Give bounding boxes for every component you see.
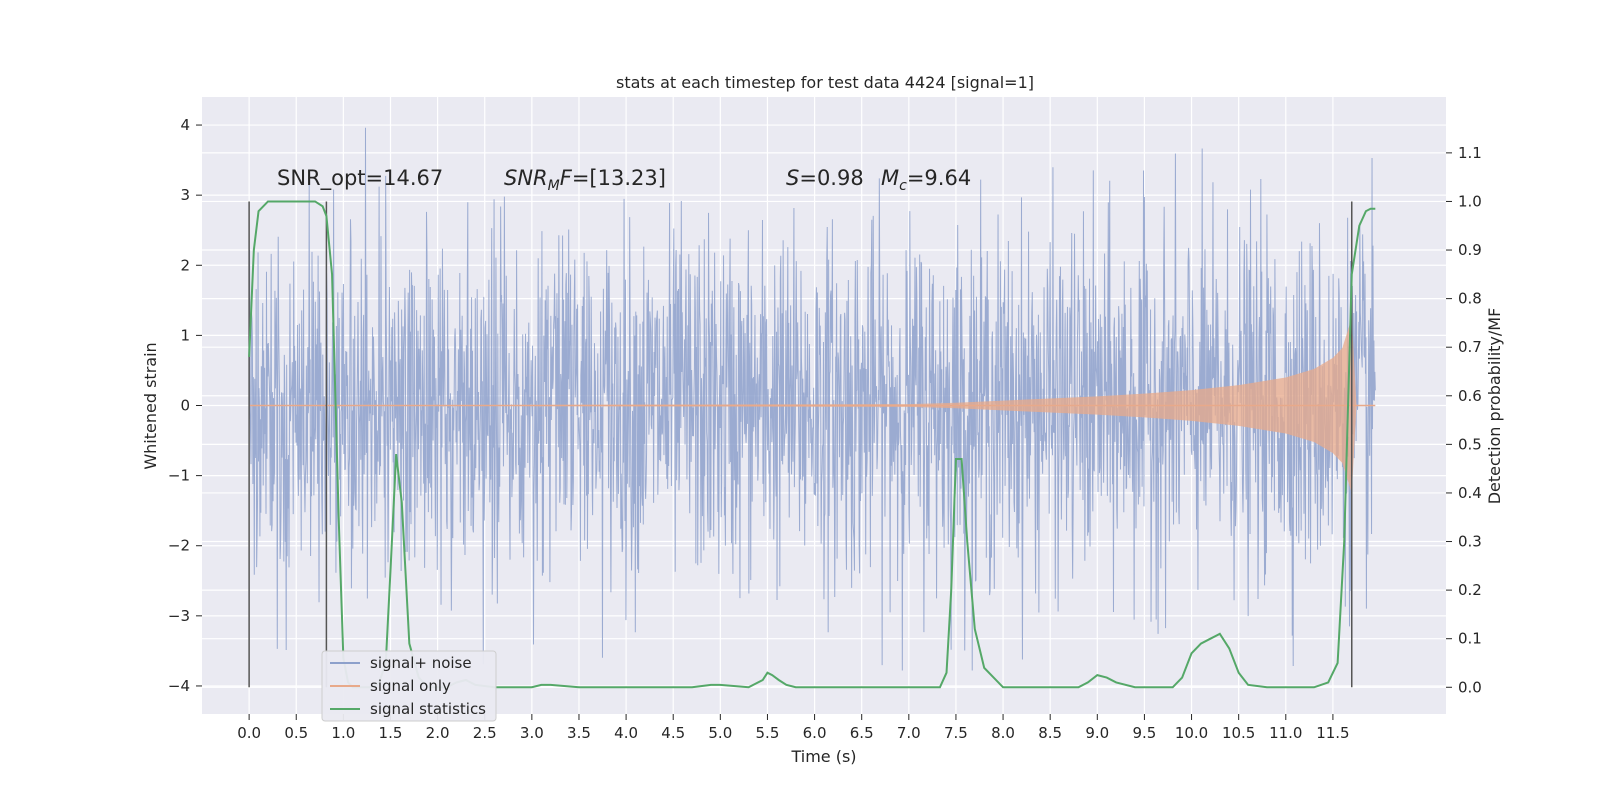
y2-tick-label: 0.6 bbox=[1458, 387, 1482, 405]
y-tick-label: 1 bbox=[180, 326, 190, 344]
x-tick-label: 7.5 bbox=[944, 724, 968, 742]
x-tick-label: 2.0 bbox=[426, 724, 450, 742]
x-tick-label: 10.5 bbox=[1222, 724, 1255, 742]
annotation-s: S=0.98 bbox=[786, 166, 864, 190]
legend-label-signal-noise: signal+ noise bbox=[370, 654, 472, 672]
y-axis-ticks: 4 3 2 1 0 −1 −2 −3 −4 bbox=[168, 116, 202, 695]
x-tick-label: 0.5 bbox=[284, 724, 308, 742]
y2-axis-label: Detection probability/MF bbox=[1485, 308, 1504, 505]
annotation-snr-mf-value: =[13.23] bbox=[572, 166, 666, 190]
y2-tick-label: 0.9 bbox=[1458, 241, 1482, 259]
x-tick-label: 9.5 bbox=[1132, 724, 1156, 742]
x-tick-label: 6.5 bbox=[850, 724, 874, 742]
x-tick-label: 9.0 bbox=[1085, 724, 1109, 742]
y-tick-label: −3 bbox=[168, 607, 190, 625]
y-tick-label: −2 bbox=[168, 537, 190, 555]
x-tick-label: 1.0 bbox=[331, 724, 355, 742]
x-tick-label: 4.0 bbox=[614, 724, 638, 742]
y2-tick-label: 0.5 bbox=[1458, 435, 1482, 453]
x-tick-label: 7.0 bbox=[897, 724, 921, 742]
y2-tick-label: 0.4 bbox=[1458, 484, 1482, 502]
x-tick-label: 5.0 bbox=[708, 724, 732, 742]
y-axis-label: Whitened strain bbox=[141, 342, 160, 469]
series-signal-noise bbox=[248, 127, 1376, 671]
y-tick-label: −4 bbox=[168, 677, 190, 695]
y2-tick-label: 1.1 bbox=[1458, 144, 1482, 162]
x-tick-label: 10.0 bbox=[1175, 724, 1208, 742]
x-axis-ticks: 0.0 0.5 1.0 1.5 2.0 2.5 3.0 3.5 4.0 4.5 5.0 5.5 6.0 6… bbox=[237, 714, 1350, 742]
x-axis-label: Time (s) bbox=[790, 747, 856, 766]
y2-tick-label: 0.7 bbox=[1458, 338, 1482, 356]
x-tick-label: 3.5 bbox=[567, 724, 591, 742]
legend-label-signal-statistics: signal statistics bbox=[370, 700, 486, 718]
legend-label-signal-only: signal only bbox=[370, 677, 451, 695]
y2-axis-ticks: 1.1 1.0 0.9 0.8 0.7 0.6 0.5 0.4 0.3 0.2 0.1 0.0 bbox=[1446, 144, 1482, 696]
y-tick-label: −1 bbox=[168, 467, 190, 485]
annotation-snr-mf-symbol: SNR bbox=[504, 166, 548, 190]
annotation-mc-value: =9.64 bbox=[907, 166, 971, 190]
y-tick-label: 2 bbox=[180, 256, 190, 274]
y2-tick-label: 0.8 bbox=[1458, 290, 1482, 308]
annotation-s-symbol: S bbox=[786, 166, 799, 190]
legend-box bbox=[321, 650, 497, 722]
x-tick-label: 0.0 bbox=[237, 724, 261, 742]
x-tick-label: 6.0 bbox=[803, 724, 827, 742]
y-tick-label: 4 bbox=[180, 116, 190, 134]
y2-tick-label: 1.0 bbox=[1458, 192, 1482, 210]
y2-tick-label: 0.3 bbox=[1458, 533, 1482, 551]
x-tick-label: 1.5 bbox=[379, 724, 403, 742]
annotation-mc-symbol: M bbox=[881, 166, 899, 190]
annotation-snr-mf: SNRMF=[13.23] bbox=[504, 166, 666, 194]
x-tick-label: 3.0 bbox=[520, 724, 544, 742]
annotation-s-value: =0.98 bbox=[799, 166, 863, 190]
annotation-snr-mf-symbol2: F bbox=[560, 166, 573, 190]
x-tick-label: 11.5 bbox=[1316, 724, 1349, 742]
legend: signal+ noise signal only signal statist… bbox=[321, 650, 497, 722]
chart-title: stats at each timestep for test data 442… bbox=[616, 73, 1034, 92]
annotation-snr-mf-sub: M bbox=[548, 178, 560, 194]
annotation-mc: Mc=9.64 bbox=[881, 166, 971, 194]
y2-tick-label: 0.2 bbox=[1458, 581, 1482, 599]
annotation-mc-sub: c bbox=[899, 178, 907, 194]
y-tick-label: 3 bbox=[180, 186, 190, 204]
x-tick-label: 4.5 bbox=[661, 724, 685, 742]
x-tick-label: 8.5 bbox=[1038, 724, 1062, 742]
x-tick-label: 2.5 bbox=[473, 724, 497, 742]
y-tick-label: 0 bbox=[180, 397, 190, 415]
annotation-snr-opt: SNR_opt=14.67 bbox=[277, 166, 443, 191]
x-tick-label: 11.0 bbox=[1269, 724, 1302, 742]
x-tick-label: 8.0 bbox=[991, 724, 1015, 742]
x-tick-label: 5.5 bbox=[756, 724, 780, 742]
y2-tick-label: 0.1 bbox=[1458, 630, 1482, 648]
y2-tick-label: 0.0 bbox=[1458, 678, 1482, 696]
